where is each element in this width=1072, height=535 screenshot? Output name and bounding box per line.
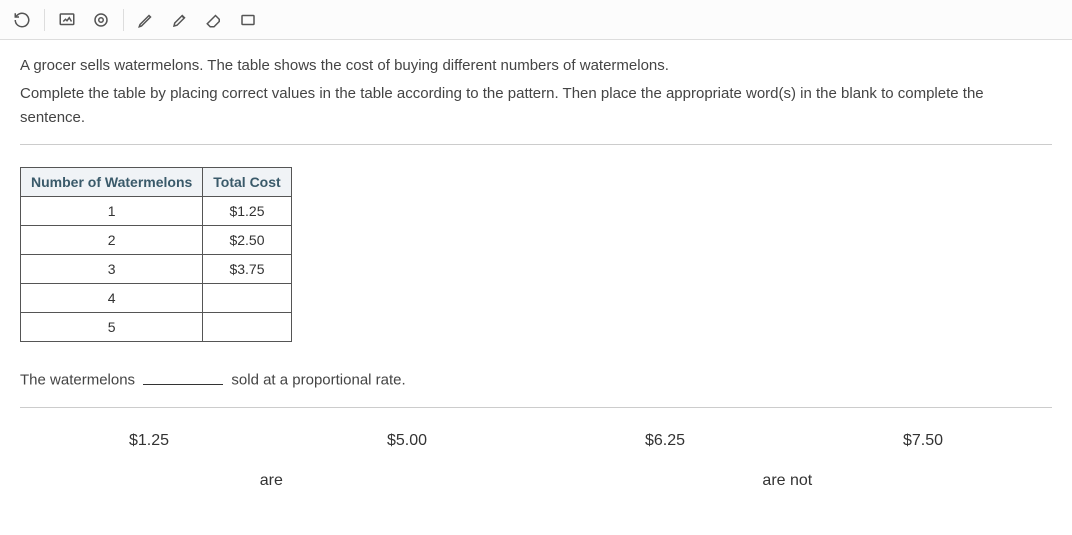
content-area: A grocer sells watermelons. The table sh…	[0, 40, 1072, 535]
sentence-after: sold at a proportional rate.	[231, 372, 405, 389]
choice-word[interactable]: are not	[756, 470, 818, 492]
cell-cost: $2.50	[203, 226, 291, 255]
sentence-before: The watermelons	[20, 372, 135, 389]
choice-row-values: $1.25 $5.00 $6.25 $7.50	[20, 430, 1052, 452]
eraser-icon[interactable]	[200, 6, 228, 34]
cost-table: Number of Watermelons Total Cost 1 $1.25…	[20, 167, 292, 342]
cell-cost: $3.75	[203, 255, 291, 284]
cell-number: 1	[21, 197, 203, 226]
choice-value[interactable]: $1.25	[123, 430, 175, 452]
shape-icon[interactable]	[234, 6, 262, 34]
reset-icon[interactable]	[8, 6, 36, 34]
choice-row-words: are are not	[20, 470, 1052, 492]
choices: $1.25 $5.00 $6.25 $7.50 are are not	[20, 430, 1052, 492]
choice-value[interactable]: $7.50	[897, 430, 949, 452]
problem-instruction: Complete the table by placing correct va…	[20, 82, 1052, 145]
table-row: 5	[21, 313, 292, 342]
cell-cost-drop[interactable]	[203, 313, 291, 342]
choice-value[interactable]: $5.00	[381, 430, 433, 452]
toolbar	[0, 0, 1072, 40]
highlighter-icon[interactable]	[166, 6, 194, 34]
sentence-blank[interactable]	[143, 368, 223, 385]
choice-value[interactable]: $6.25	[639, 430, 691, 452]
choice-word[interactable]: are	[254, 470, 289, 492]
table-row: 2 $2.50	[21, 226, 292, 255]
thumbnail-icon[interactable]	[53, 6, 81, 34]
cell-number: 4	[21, 284, 203, 313]
table-header-cost: Total Cost	[203, 168, 291, 197]
table-row: 4	[21, 284, 292, 313]
cell-cost-drop[interactable]	[203, 284, 291, 313]
cell-number: 2	[21, 226, 203, 255]
cell-number: 3	[21, 255, 203, 284]
cell-cost: $1.25	[203, 197, 291, 226]
target-icon[interactable]	[87, 6, 115, 34]
cell-number: 5	[21, 313, 203, 342]
problem-intro: A grocer sells watermelons. The table sh…	[20, 54, 1052, 78]
sentence: The watermelons sold at a proportional r…	[20, 368, 1052, 408]
table-row: 1 $1.25	[21, 197, 292, 226]
pencil-icon[interactable]	[132, 6, 160, 34]
table-row: 3 $3.75	[21, 255, 292, 284]
table-header-number: Number of Watermelons	[21, 168, 203, 197]
